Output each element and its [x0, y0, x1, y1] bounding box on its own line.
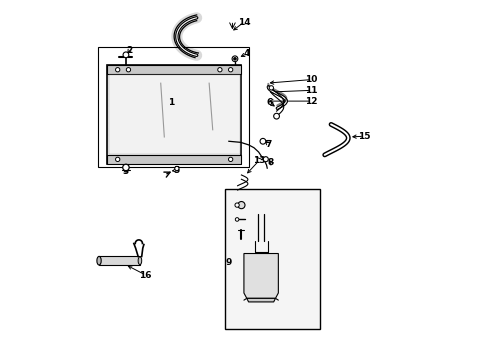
Circle shape	[235, 203, 239, 207]
Circle shape	[228, 157, 233, 162]
Polygon shape	[99, 256, 140, 265]
Circle shape	[116, 68, 120, 72]
Circle shape	[238, 202, 245, 209]
Circle shape	[269, 86, 273, 90]
Circle shape	[260, 138, 266, 144]
Text: 12: 12	[305, 96, 318, 105]
Circle shape	[126, 68, 131, 72]
Text: 13: 13	[253, 156, 266, 165]
Text: 5: 5	[173, 166, 179, 175]
Polygon shape	[244, 253, 278, 298]
Text: 11: 11	[305, 86, 318, 95]
Circle shape	[122, 164, 129, 171]
Circle shape	[232, 56, 238, 62]
Polygon shape	[107, 65, 242, 164]
Text: 14: 14	[238, 18, 250, 27]
Ellipse shape	[97, 256, 101, 265]
Text: 10: 10	[305, 75, 318, 84]
Polygon shape	[225, 189, 320, 329]
Text: 2: 2	[126, 46, 133, 55]
Text: 1: 1	[169, 98, 174, 107]
Polygon shape	[107, 65, 242, 74]
Circle shape	[116, 157, 120, 162]
Text: 9: 9	[226, 258, 232, 267]
Circle shape	[235, 218, 239, 221]
Polygon shape	[107, 155, 242, 164]
Text: 4: 4	[244, 49, 250, 58]
Circle shape	[274, 113, 279, 119]
Text: 16: 16	[140, 270, 152, 279]
Circle shape	[175, 166, 179, 171]
Polygon shape	[247, 298, 275, 302]
Circle shape	[263, 157, 269, 162]
Polygon shape	[109, 75, 240, 154]
Circle shape	[218, 68, 222, 72]
Text: 6: 6	[267, 98, 273, 107]
Ellipse shape	[138, 257, 142, 265]
Text: 8: 8	[268, 158, 274, 167]
Text: 7: 7	[265, 140, 271, 149]
Text: 3: 3	[123, 167, 129, 176]
Text: 15: 15	[358, 132, 370, 141]
Circle shape	[123, 52, 129, 58]
Circle shape	[228, 68, 233, 72]
Circle shape	[234, 57, 236, 60]
